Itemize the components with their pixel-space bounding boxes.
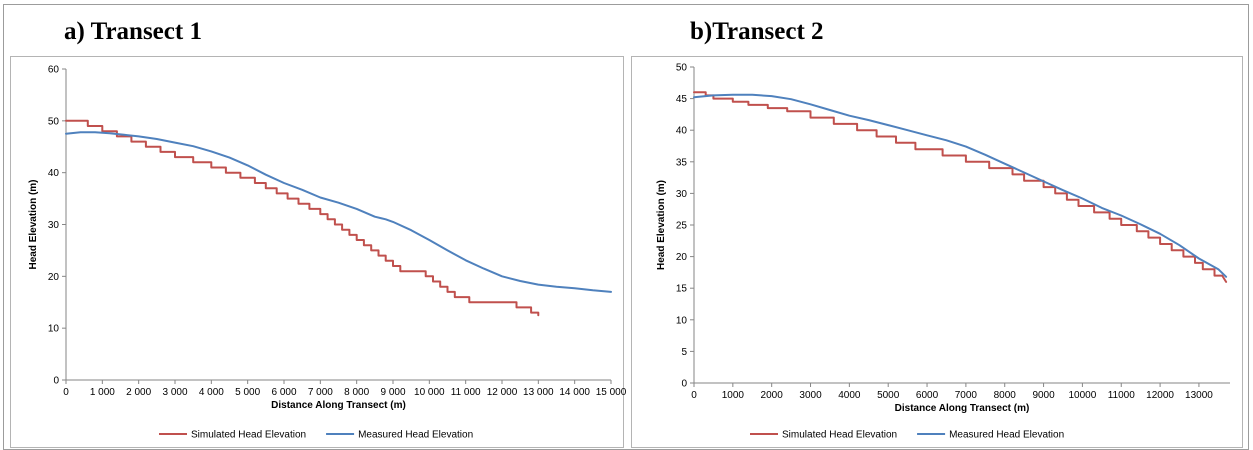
chart-a-x-tick-label: 13 000 [523, 387, 554, 398]
chart-b-x-tick-label: 5000 [877, 390, 900, 401]
chart-a-x-tick-label: 10 000 [414, 387, 445, 398]
chart-b-series-line-measured [693, 93, 1228, 278]
chart-a-x-tick-label: 2 000 [126, 387, 151, 398]
chart-a-y-tick-label: 30 [48, 220, 60, 231]
chart-b-x-tick-label: 7000 [955, 390, 978, 401]
chart-b-y-tick-label: 20 [676, 252, 688, 263]
chart-b-y-axis-title: Head Elevation (m) [656, 180, 667, 270]
chart-b-y-tick-label: 35 [676, 157, 688, 168]
chart-b-y-tick-label: 10 [676, 315, 688, 326]
panel-a-title: a) Transect 1 [64, 18, 202, 45]
chart-b-svg: 0 5 10 15 20 25 30 35 40 45 50 0 1000 2000 3000 4000 500… [656, 63, 1230, 441]
chart-b-x-tick-label: 4000 [838, 390, 861, 401]
chart-a-container: 0 10 20 30 40 50 60 0 1 000 2 000 3 000 4 000 5 000 6… [10, 56, 627, 448]
chart-a-y-tick-label: 60 [48, 65, 60, 76]
chart-b-x-tick-label: 12000 [1146, 390, 1174, 401]
chart-b-y-tick-label: 15 [676, 284, 688, 295]
chart-b-x-tick-label: 2000 [761, 390, 784, 401]
chart-a-svg: 0 10 20 30 40 50 60 0 1 000 2 000 3 000 4 000 5 000 6… [28, 65, 627, 441]
chart-b-x-tick-label: 1000 [722, 390, 745, 401]
chart-a-x-tick-label: 6 000 [271, 387, 296, 398]
chart-a-series-line-simulated [65, 119, 540, 317]
chart-b-y-tick-label: 45 [676, 94, 688, 105]
chart-b-y-tick-label: 0 [681, 379, 687, 390]
chart-a-y-tick-label: 50 [48, 116, 60, 127]
chart-a-legend-label-simulated: Simulated Head Elevation [191, 430, 306, 441]
chart-b-y-tick-label: 30 [676, 189, 688, 200]
chart-a-legend-label-measured: Measured Head Elevation [358, 430, 473, 441]
chart-a-y-tick-label: 10 [48, 324, 60, 335]
chart-b-legend-label-measured: Measured Head Elevation [949, 430, 1064, 441]
chart-a-y-tick-label: 40 [48, 168, 60, 179]
chart-a-x-tick-label: 4 000 [199, 387, 224, 398]
chart-a-x-tick-label: 1 000 [90, 387, 115, 398]
chart-b-x-tick-label: 0 [691, 390, 697, 401]
chart-a-y-tick-label: 0 [53, 376, 59, 387]
chart-b-x-tick-label: 8000 [994, 390, 1017, 401]
chart-a-x-tick-label: 14 000 [559, 387, 590, 398]
chart-a-x-tick-label: 15 000 [596, 387, 627, 398]
chart-a-series-line-measured [65, 131, 612, 293]
chart-b-x-tick-label: 6000 [916, 390, 939, 401]
chart-b-x-tick-label: 13000 [1185, 390, 1213, 401]
panel-b-title: b)Transect 2 [690, 18, 824, 45]
chart-b-y-tick-label: 25 [676, 221, 688, 232]
chart-a-x-tick-label: 9 000 [380, 387, 405, 398]
chart-a-x-tick-label: 7 000 [308, 387, 333, 398]
chart-b-y-tick-label: 5 [681, 347, 687, 358]
chart-b-x-axis-title: Distance Along Transect (m) [895, 403, 1030, 414]
chart-a-y-tick-label: 20 [48, 272, 60, 283]
chart-a-x-tick-label: 11 000 [451, 387, 481, 398]
chart-b-y-tick-label: 40 [676, 126, 688, 137]
chart-a-x-tick-label: 5 000 [235, 387, 260, 398]
chart-a-y-axis-title: Head Elevation (m) [28, 179, 39, 269]
chart-b-series-line-simulated [693, 91, 1228, 283]
chart-a-x-tick-label: 8 000 [344, 387, 369, 398]
chart-b-legend-label-simulated: Simulated Head Elevation [782, 430, 897, 441]
chart-a-x-axis-title: Distance Along Transect (m) [271, 400, 406, 411]
chart-b-container: 0 5 10 15 20 25 30 35 40 45 50 0 1000 2000 3000 4000 500… [631, 56, 1243, 448]
chart-a-x-tick-label: 12 000 [487, 387, 518, 398]
chart-a-x-tick-label: 3 000 [162, 387, 187, 398]
chart-b-x-tick-label: 10000 [1068, 390, 1096, 401]
chart-b-x-tick-label: 9000 [1032, 390, 1055, 401]
chart-b-x-tick-label: 3000 [799, 390, 822, 401]
chart-b-x-tick-label: 11000 [1108, 390, 1136, 401]
chart-a-x-tick-label: 0 [63, 387, 69, 398]
chart-b-y-tick-label: 50 [676, 63, 688, 74]
